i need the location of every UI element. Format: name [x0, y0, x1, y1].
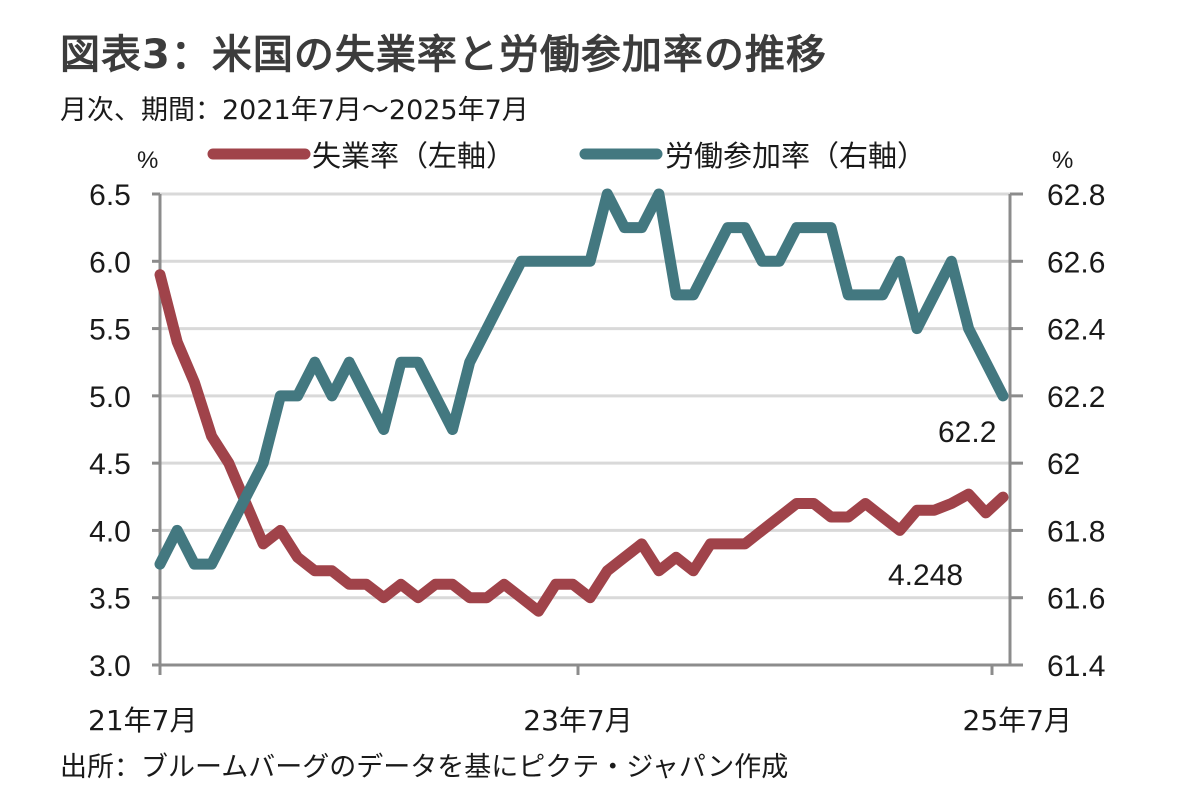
- left-tick-label: 4.5: [89, 448, 131, 481]
- x-tick-label: 21年7月: [88, 704, 197, 737]
- right-tick-label: 62.8: [1047, 179, 1105, 212]
- chart-title: 図表3：米国の失業率と労働参加率の推移: [60, 32, 827, 78]
- right-tick-label: 61.8: [1047, 515, 1105, 548]
- right-axis-unit: %: [1052, 147, 1073, 174]
- legend-label-participation: 労働参加率（右軸）: [665, 139, 926, 173]
- x-axis-tick-labels: 21年7月 23年7月 25年7月: [88, 704, 1072, 737]
- left-axis-tick-labels: 6.5 6.0 5.5 5.0 4.5 4.0 3.5 3.0: [89, 179, 131, 683]
- right-tick-label: 61.6: [1047, 583, 1105, 616]
- right-tick-label: 62.6: [1047, 246, 1105, 279]
- left-tick-label: 3.0: [89, 650, 131, 683]
- source-note: 出所：ブルームバーグのデータを基にピクテ・ジャパン作成: [60, 752, 789, 783]
- unemployment-end-label: 4.248: [888, 559, 963, 592]
- chart-subtitle: 月次、期間：2021年7月～2025年7月: [60, 95, 529, 126]
- legend-label-unemployment: 失業率（左軸）: [312, 139, 515, 173]
- unemployment-rate-line: [154, 269, 1009, 617]
- left-tick-label: 6.0: [89, 246, 131, 279]
- participation-rate-line: [154, 188, 1009, 570]
- right-tick-label: 61.4: [1047, 650, 1105, 683]
- right-tick-label: 62.2: [1047, 381, 1105, 414]
- legend: 失業率（左軸） 労働参加率（右軸）: [207, 139, 926, 173]
- left-tick-label: 4.0: [89, 515, 131, 548]
- left-tick-label: 5.5: [89, 314, 131, 347]
- right-tick-label: 62.4: [1047, 314, 1105, 347]
- series-lines: [154, 188, 1009, 617]
- right-tick-label: 62: [1047, 448, 1080, 481]
- left-axis-unit: %: [137, 147, 158, 174]
- right-axis-tick-labels: 62.8 62.6 62.4 62.2 62 61.8 61.6 61.4: [1047, 179, 1105, 683]
- left-tick-label: 6.5: [89, 179, 131, 212]
- left-tick-label: 3.5: [89, 583, 131, 616]
- x-tick-label: 25年7月: [963, 704, 1072, 737]
- participation-end-label: 62.2: [938, 416, 996, 449]
- left-tick-label: 5.0: [89, 381, 131, 414]
- x-tick-label: 23年7月: [523, 704, 632, 737]
